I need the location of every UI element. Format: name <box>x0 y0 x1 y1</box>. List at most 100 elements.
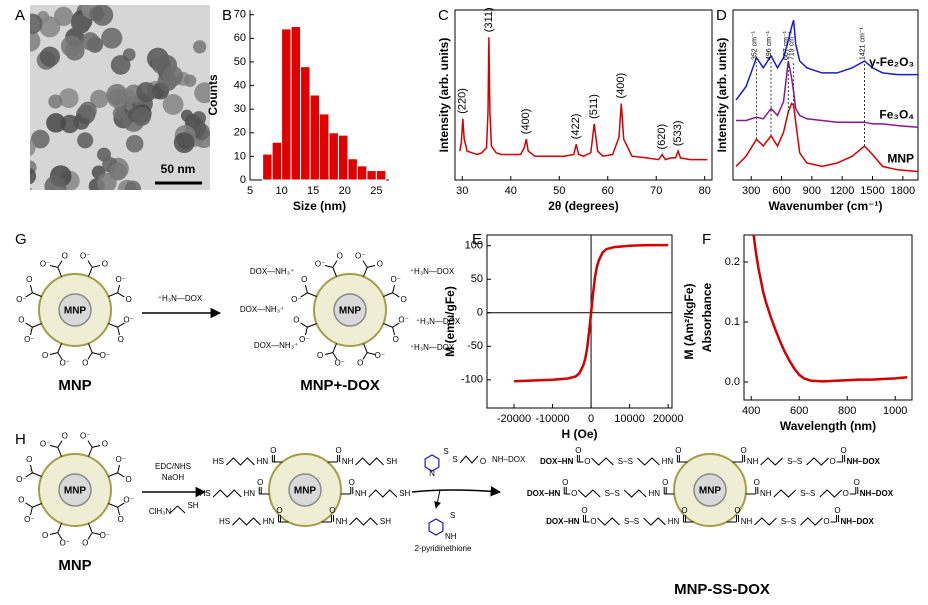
bond <box>57 532 63 540</box>
atom: O⁻ <box>40 259 50 268</box>
peak-label: (533) <box>672 120 684 146</box>
tem-particle <box>162 65 184 87</box>
tem-particle <box>11 146 27 162</box>
y-axis-label: Intensity (arb. units) <box>715 38 729 153</box>
atom: O⁻ <box>335 359 345 368</box>
arrow <box>434 489 441 509</box>
atom: O <box>662 478 668 487</box>
peak-label: (311) <box>483 7 495 32</box>
atom: O⁻ <box>398 315 408 324</box>
atom: O <box>301 275 307 284</box>
atom: HS <box>200 489 211 498</box>
bond <box>117 292 125 298</box>
atom: S <box>450 511 455 520</box>
x-tick-label: 900 <box>803 185 821 197</box>
bond <box>87 440 93 448</box>
tem-particle <box>30 139 36 157</box>
atom: NH <box>336 517 348 526</box>
reagent: EDC/NHS <box>155 462 191 471</box>
peak-label: (511) <box>588 94 600 119</box>
atom: O <box>562 478 568 487</box>
atom: O <box>18 495 24 504</box>
bond <box>57 447 62 457</box>
x-axis-label: 2θ (degrees) <box>548 199 619 213</box>
x-tick-label: 300 <box>742 185 760 197</box>
atom: O <box>681 506 687 515</box>
panel-letter: B <box>222 7 232 24</box>
x-tick-label: 800 <box>838 405 856 417</box>
atom: O⁻ <box>291 295 301 304</box>
x-tick-label: 1200 <box>830 185 854 197</box>
bond <box>25 292 33 298</box>
bond <box>367 352 376 356</box>
chain <box>212 489 242 498</box>
bar <box>356 165 368 181</box>
atom: O <box>329 506 335 515</box>
x-tick-label: 80 <box>699 185 711 197</box>
atom: O⁻ <box>299 335 309 344</box>
x-tick-label: 400 <box>742 405 760 417</box>
bond <box>367 264 376 268</box>
atom: O <box>126 295 132 304</box>
curve-label: γ-Fe₂O₃ <box>869 55 914 69</box>
atom: O⁻ <box>16 475 26 484</box>
atom: O <box>393 335 399 344</box>
y-tick-label: 0 <box>477 307 483 319</box>
tem-particle <box>79 101 97 120</box>
ammonium: ⁺H₃N—DOX <box>416 317 461 326</box>
data-line <box>752 234 908 383</box>
panel-letter: A <box>15 7 25 24</box>
y-tick-label: 0.2 <box>725 256 740 268</box>
scheme-label: MNP <box>58 557 91 574</box>
bond <box>392 327 396 336</box>
tem-particle <box>14 134 27 147</box>
atom: O <box>82 359 88 368</box>
x-tick-label: 20 <box>339 185 351 197</box>
atom: SH <box>380 517 391 526</box>
atom: O⁻ <box>40 439 50 448</box>
atom: S–S <box>781 517 796 526</box>
arrow <box>411 486 502 497</box>
bond <box>92 444 101 448</box>
x-tick-label: 600 <box>772 185 790 197</box>
scheme-label: MNP-SS-DOX <box>674 581 770 598</box>
atom: HN <box>662 457 674 466</box>
x-tick-label: 1000 <box>883 405 907 417</box>
atom: O⁻ <box>100 351 110 360</box>
bond <box>117 502 125 508</box>
atom: O <box>118 515 124 524</box>
chain <box>368 489 398 498</box>
atom: O⁻ <box>123 315 133 324</box>
atom: O⁻ <box>16 295 26 304</box>
atom: S <box>452 455 457 464</box>
bar <box>337 134 349 181</box>
bar <box>366 170 377 181</box>
ammonium: ⁺H₃N—DOX <box>410 343 455 352</box>
panel-letter: E <box>472 231 482 248</box>
chart: 5 10 15 20 25 0 10 20 30 40 50 60 70 Size (nm) Counts <box>206 9 389 213</box>
bond <box>32 472 42 477</box>
bar <box>309 94 321 181</box>
tem-particle <box>136 82 157 103</box>
chain <box>577 489 601 498</box>
bond <box>25 322 33 328</box>
chart: 300 600 900 1200 1500 1800 Wavenumber (cm⁻¹) In… <box>715 9 919 213</box>
bond <box>87 260 93 268</box>
x-axis-label: Wavelength (nm) <box>780 419 876 433</box>
data-line <box>735 102 919 173</box>
tem-particle <box>132 106 152 126</box>
tem-particle <box>44 175 67 190</box>
peak-label: (220) <box>457 88 469 114</box>
x-tick-label: 30 <box>456 185 468 197</box>
reagent: ClH₃N <box>149 507 172 516</box>
bond <box>25 472 33 478</box>
atom: O <box>26 455 32 464</box>
x-tick-label: 5 <box>247 185 253 197</box>
tem-particle <box>109 162 128 181</box>
atom: DOX–HN <box>540 457 574 466</box>
tem-particle <box>101 27 123 49</box>
tem-particles <box>11 5 210 190</box>
y-tick-label: 60 <box>234 32 246 44</box>
bond <box>32 292 42 297</box>
x-tick-label: 1500 <box>860 185 884 197</box>
